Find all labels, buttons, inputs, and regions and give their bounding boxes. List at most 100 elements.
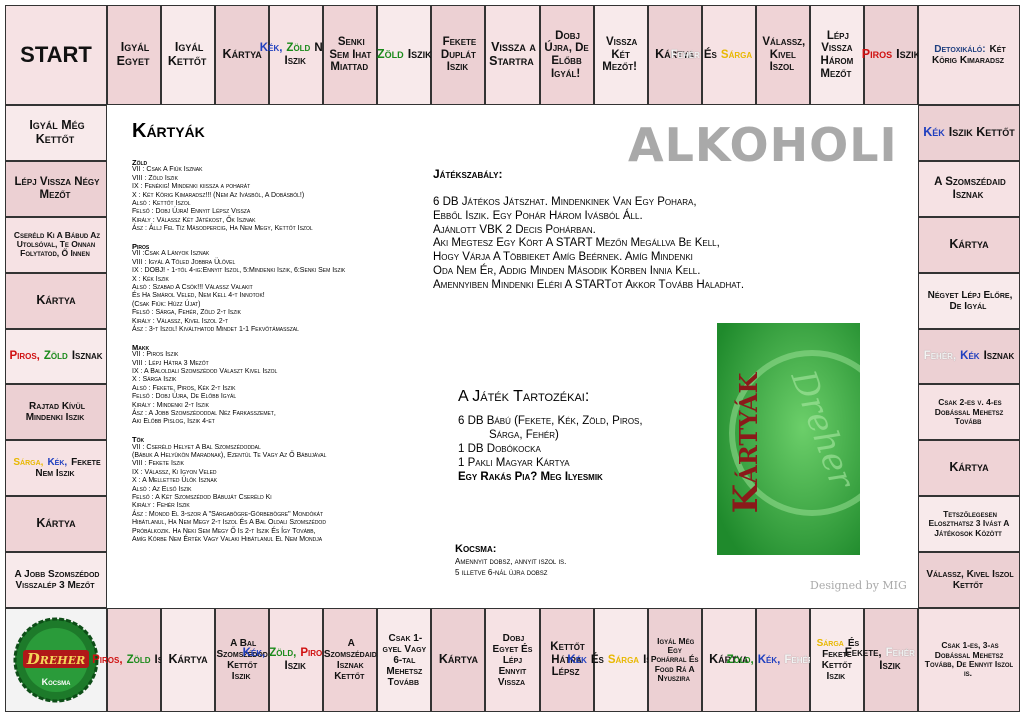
card-rule: Amíg Körbe Nem Érték Vagy Valaki Hibátla… <box>132 536 323 543</box>
card-rule: Alsó : Az Első Iszik <box>132 485 192 493</box>
board-cell: Fekete,FehérNem Iszik <box>845 608 939 712</box>
cell-word: Fehér <box>670 48 700 61</box>
cell-text: A Szomszédaid Isznak Kettőt <box>323 638 378 682</box>
cell-text: A Szomszédaid Isznak <box>921 176 1017 201</box>
cell-word: Fekete Duplát Iszik <box>440 36 477 74</box>
cell-word: Fekete, <box>844 647 882 660</box>
cell-word: Válassz, Kivel Iszol Kettőt <box>926 569 1014 592</box>
cell-word: Iszik <box>407 47 432 62</box>
board-cell: Kártya <box>647 5 702 105</box>
kocsma-title: Kocsma: <box>455 543 497 555</box>
card-rule: VII : Piros Iszik <box>132 351 179 359</box>
rule-line: Amennyiben Mindenki Eléri A STARTot Akko… <box>433 278 745 291</box>
board-cell: Fehér, Kék Isznak <box>918 328 1020 385</box>
card-rule: Hibátlanul, Ha Nem Megy 2-t Iszol És A B… <box>132 519 326 527</box>
cell-text: Detoxikáló: Két Körig Kimaradsz <box>921 44 1017 66</box>
cell-word: Kártya <box>949 460 989 475</box>
board-cell: Piros Iszik <box>862 5 920 105</box>
cell-word: Zöld <box>126 653 151 666</box>
board-cell: Csak 1-es, 3-as Dobással Mehetsz Tovább,… <box>918 608 1020 712</box>
cell-word: Kettőt Hátra Lépsz <box>550 641 585 679</box>
board-cell: Dobj Egyet És Lépj Ennyit Vissza <box>485 608 540 712</box>
cell-word: Kék <box>567 653 587 666</box>
cell-text: Vissza a Startra <box>488 40 536 69</box>
card-rule: IX : A Baloldali Szomszédod Választ Kive… <box>132 368 278 375</box>
cell-text: Piros Iszik <box>860 47 922 62</box>
item-line: Sárga, Fehér) <box>489 429 559 441</box>
board-cell: Csak 1-gyel Vagy 6-tal Mehetsz Tovább <box>377 608 432 712</box>
card-rule: Király : Mindenki 2-t Iszik <box>132 401 209 409</box>
card-rule: VIII : Igyál A Tőled Jobbra Ülővel <box>132 258 236 266</box>
cell-word: Fehér <box>784 653 814 666</box>
cell-word: Dobj Újra, De Előbb Igyál! <box>544 29 589 80</box>
board-cell: Kártya <box>918 216 1020 273</box>
card-rule: VII : Cseréld Helyet A Bal Szomszédoddal <box>132 443 261 451</box>
rules-title: Játékszabály: <box>433 167 503 181</box>
board-cell: Kék,ZöldNem Iszik <box>260 5 335 105</box>
card-rule: Ász : Állj Fel Tíz Másodpercig, Ha Nem M… <box>132 225 313 233</box>
cell-word: Két Körig Kimaradsz <box>931 44 1006 66</box>
rule-line: Oda Nem Ér, Addig Minden Második Körben … <box>433 265 701 277</box>
card-rule: IX : Fenékig! Mindenki kiissza a poharát <box>132 183 251 191</box>
card-rule: Király : Válassz Két Játékost, Ők Isznak <box>132 216 256 224</box>
cell-text: Csak 2-es v. 4-es Dobással Mehetsz Továb… <box>921 398 1017 426</box>
cell-word: Kék <box>960 350 980 363</box>
cell-word: Zöld <box>377 47 404 62</box>
cell-text: Dobj Újra, De Előbb Igyál! <box>543 30 591 81</box>
cell-word: Kártya <box>655 47 695 62</box>
card-rule: VIII : Fekete Iszik <box>132 460 185 468</box>
board-cell: Igyál Még Kettőt <box>5 105 107 161</box>
card-rule: Alsó : Szabad A Csók!!! Válassz Valakit <box>132 284 253 291</box>
cell-text: Kártya <box>947 461 990 475</box>
board-cell: Válassz, Kivel Iszol Kettőt <box>918 552 1020 608</box>
board-cell: Senki Sem Ihat Miattad <box>323 5 378 105</box>
card-rule: Király : Válassz, Kivel Iszol 2-t <box>132 317 228 325</box>
card-rule: IX : Válassz, Ki Igyon Veled <box>132 468 217 476</box>
cell-text: Válassz, Kivel Iszol Kettőt <box>921 569 1017 591</box>
cell-word: Igyál Kettőt <box>167 40 207 68</box>
cell-word: A Szomszédaid Isznak <box>934 176 1006 201</box>
cell-text: Kártya <box>437 652 480 667</box>
card-title: Kártyák <box>726 372 766 514</box>
suit-name: Piros <box>132 242 150 251</box>
cell-text: Kártya <box>34 292 77 308</box>
cell-word: Isznak <box>983 350 1015 363</box>
cell-word: Négyet Lépj Előre, De Igyál <box>927 289 1013 312</box>
cell-text: Válassz, Kivel Iszol <box>759 36 807 74</box>
card-rule: Felső : A Két Szomszédod Bábuját Cseréld… <box>132 494 272 501</box>
card-rule: (Csak Fiúk: Húzz Újat) <box>132 300 201 308</box>
cell-word: Csak 1-es, 3-as Dobással Mehetsz Tovább,… <box>924 640 1014 679</box>
cell-word: Kártya <box>36 292 76 307</box>
card-bg <box>717 323 860 555</box>
card-rule: X : A Melletted Ülők Isznak <box>132 477 218 485</box>
board-cell: Lépj Vissza Három Mezőt <box>809 5 864 105</box>
board-cell: A Bal Szomszédod Kettőt Iszik <box>215 608 270 712</box>
suit-name: Zöld <box>132 158 148 167</box>
board-cell: A Szomszédaid Isznak <box>918 160 1020 217</box>
cell-word: Kék, <box>259 42 283 55</box>
board-cell: Igyál Kettőt <box>161 5 216 105</box>
card-rule: (Bábuk A Helyükön Maradnak), Ezentúl Te … <box>132 452 327 459</box>
board-cell: Válassz, Kivel Iszol <box>755 5 810 105</box>
board-cell: Kettőt Hátra Lépsz <box>539 608 594 712</box>
cell-word: Senki Sem Ihat Miattad <box>329 36 372 74</box>
board-cell: Sárga, Kék, Fekete Nem Iszik <box>5 440 107 497</box>
board-cell: A Szomszédaid Isznak Kettőt <box>323 608 378 712</box>
card-ring <box>729 350 860 516</box>
kocsma-line: Amennyit dobsz, annyit iszol is. <box>455 557 567 566</box>
cell-word: Cseréld Ki A Bábud Az Utolsóval, Te Onna… <box>13 229 101 259</box>
card-rule: Király : Fehér Iszik <box>132 502 190 510</box>
cell-word: Kék, <box>242 647 266 660</box>
cell-text: Kártya <box>221 47 264 62</box>
cell-word: A Bal Szomszédod Kettőt Iszik <box>216 638 268 682</box>
card-rule: X : Kék Iszik <box>132 275 169 283</box>
cell-word: Zöld, <box>726 653 754 666</box>
rule-line: 6 DB Játékos Játszhat. Mindenkinek Van E… <box>433 196 697 208</box>
cell-word: Sárga <box>816 638 844 649</box>
rule-line: Ebből Iszik. Egy Pohár Három Ivásból Áll… <box>433 209 643 222</box>
cell-word: És <box>590 653 604 666</box>
card-rule: IX : DOBJ! - 1-től 4-ig:Ennyit Iszol, 5:… <box>132 267 346 275</box>
cell-word: Kék, <box>757 653 781 666</box>
board-cell: Rajtad Kívül Mindenki Iszik <box>5 384 107 441</box>
